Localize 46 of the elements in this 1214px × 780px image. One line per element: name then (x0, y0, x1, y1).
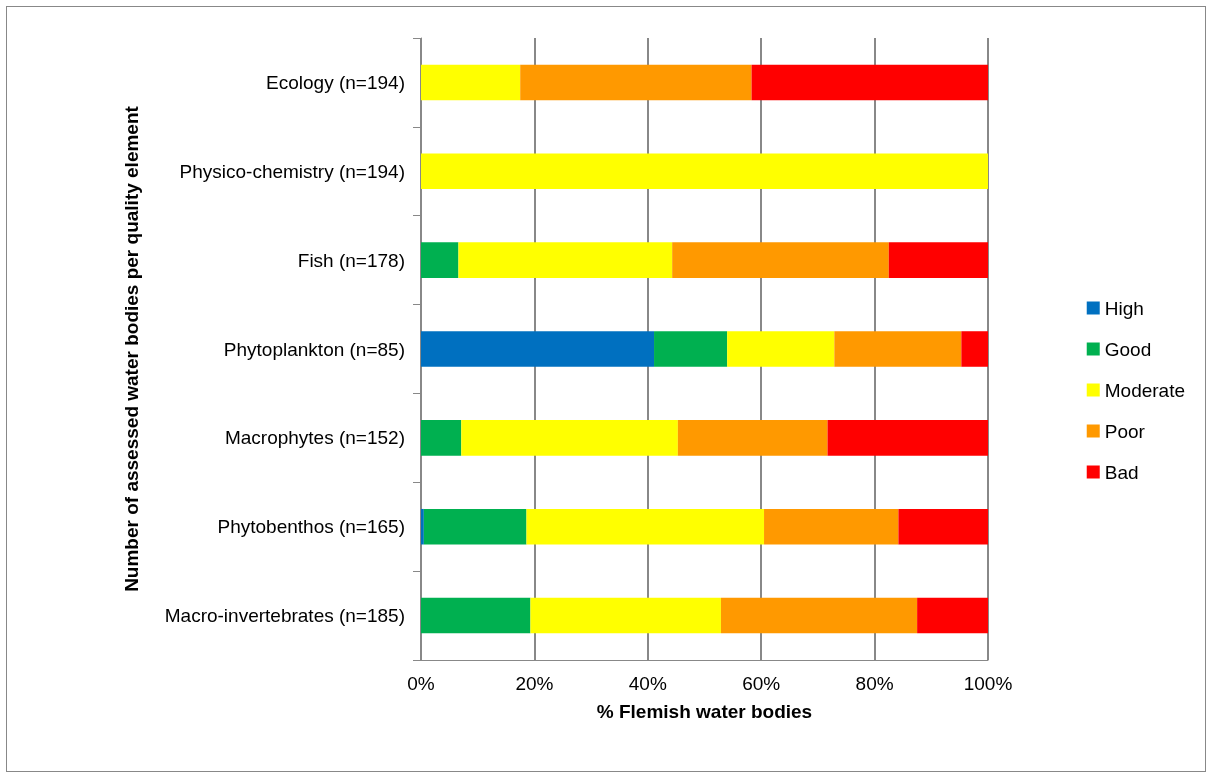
x-tick-label: 20% (515, 673, 554, 694)
bar (917, 597, 988, 634)
legend-label: Moderate (1104, 379, 1186, 401)
bar (526, 508, 765, 545)
x-tick-label: 60% (742, 673, 781, 694)
bar (520, 64, 752, 101)
bar (834, 331, 962, 367)
bar (421, 153, 988, 190)
x-tick-label: 0% (407, 673, 435, 694)
legend-label: Poor (1104, 420, 1146, 442)
bar (421, 597, 531, 634)
bar (530, 597, 721, 634)
bar (677, 420, 828, 456)
bar (961, 331, 988, 367)
y-tick-label: Ecology (n=194) (266, 71, 405, 93)
x-tick-label: 40% (628, 673, 667, 694)
bar (423, 508, 527, 545)
bar (764, 508, 899, 545)
x-tick-label: 80% (855, 673, 894, 694)
bar (421, 420, 462, 456)
y-axis-title: Number of assessed water bodies per quality element (121, 105, 142, 592)
y-tick-label: Phytoplankton (n=85) (223, 338, 405, 360)
bar (458, 242, 673, 278)
y-tick-label: Physico-chemistry (n=194) (179, 160, 405, 182)
bar (421, 64, 521, 101)
bar (898, 508, 988, 545)
bar (654, 331, 728, 367)
bar (421, 508, 424, 545)
bar (888, 242, 988, 278)
bar (827, 420, 988, 456)
legend-label: High (1104, 297, 1144, 319)
legend-label: Bad (1104, 461, 1139, 483)
bar (421, 242, 459, 278)
bar (727, 331, 835, 367)
legend-label: Good (1104, 338, 1152, 360)
bar (720, 597, 918, 634)
y-tick-label: Macrophytes (n=152) (224, 427, 405, 449)
x-tick-label: 100% (963, 673, 1013, 694)
y-tick-label: Fish (n=178) (297, 249, 405, 271)
bar (751, 64, 988, 101)
bar (461, 420, 678, 456)
y-tick-label: Macro-invertebrates (n=185) (164, 605, 405, 627)
bar (421, 331, 655, 367)
y-tick-label: Phytobenthos (n=165) (217, 516, 405, 538)
bar (672, 242, 889, 278)
x-axis-title: % Flemish water bodies (596, 701, 813, 722)
